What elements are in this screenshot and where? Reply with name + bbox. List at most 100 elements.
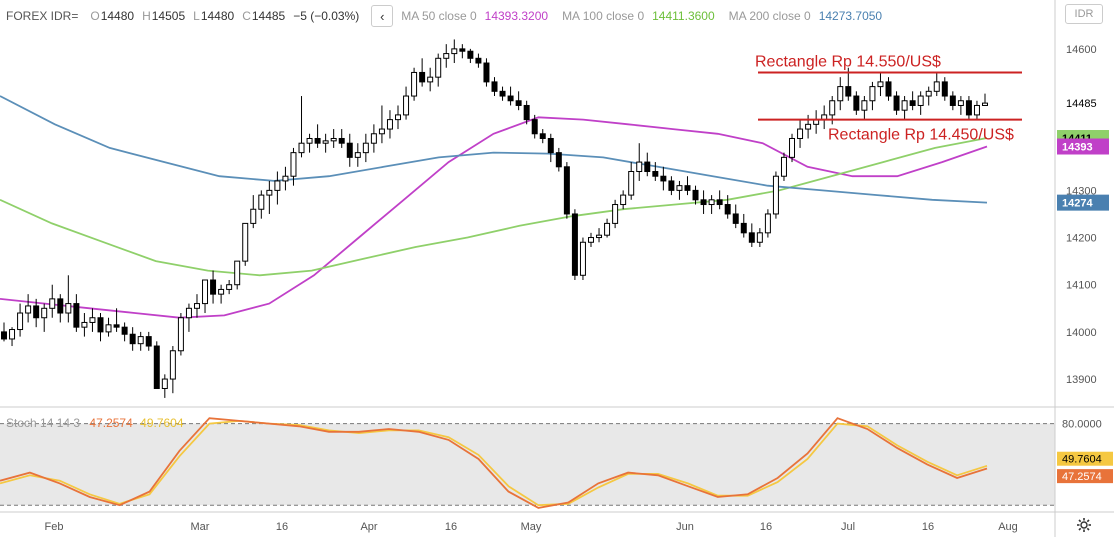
stochastic-panel: 80.0000 49.7604 47.2574 <box>0 417 1113 509</box>
candle-body <box>475 57 482 64</box>
candle-body <box>282 175 289 182</box>
time-tick-label: Jul <box>841 521 855 533</box>
currency-button[interactable]: IDR <box>1065 4 1103 24</box>
candle-body <box>185 307 192 319</box>
candle-body <box>443 53 450 59</box>
candle-body <box>314 137 321 144</box>
rectangle-annotations: Rectangle Rp 14.550/US$ Rectangle Rp 14.4… <box>755 53 1022 144</box>
stoch-tick-label: 80.0000 <box>1062 419 1102 431</box>
time-tick-label: 16 <box>276 521 288 533</box>
candle-body <box>780 156 787 177</box>
candle-body <box>451 48 458 55</box>
candle-body <box>362 142 369 154</box>
candle-body <box>403 95 410 116</box>
candle-body <box>41 307 48 319</box>
gear-icon[interactable] <box>1076 517 1092 533</box>
candle-body <box>459 48 466 52</box>
moving-averages <box>0 95 988 319</box>
price-label-bg <box>1057 194 1109 211</box>
candle-body <box>250 208 257 224</box>
stoch-header: Stoch 14 14 3 47.2574 49.7604 <box>6 416 184 430</box>
open-value: 14480 <box>100 9 135 23</box>
candle-body <box>789 137 796 158</box>
candle-body <box>322 140 329 144</box>
time-tick-label: Feb <box>45 521 64 533</box>
candle-body <box>1 331 7 340</box>
candle-body <box>861 100 868 111</box>
candle-body <box>805 123 812 130</box>
time-tick-label: Aug <box>998 521 1018 533</box>
candle-body <box>636 161 643 173</box>
candle-body <box>772 175 779 215</box>
candle-body <box>885 81 892 97</box>
ma-line <box>0 116 988 319</box>
time-tick-label: Apr <box>360 521 377 533</box>
high-value: 14505 <box>151 9 186 23</box>
candle-body <box>49 298 56 309</box>
candle-body <box>628 171 635 196</box>
rectangle-label: Rectangle Rp 14.450/US$ <box>828 127 1014 144</box>
ma100-label: MA 100 close 0 <box>562 9 645 23</box>
candle-body <box>242 222 249 262</box>
ma-line <box>0 95 988 204</box>
close-value: 14485 <box>251 9 286 23</box>
candle-body <box>298 142 305 154</box>
ma50-value: 14393.3200 <box>484 9 549 23</box>
candle-body <box>97 317 104 333</box>
candle-body <box>740 222 747 234</box>
candle-body <box>724 204 731 215</box>
candle-body <box>73 303 80 328</box>
stoch-d-value: 49.7604 <box>140 416 184 430</box>
candle-body <box>539 133 546 139</box>
candle-body <box>386 119 393 130</box>
candle-body <box>274 180 281 191</box>
candle-body <box>901 100 908 111</box>
candle-body <box>748 232 755 243</box>
price-tick-label: 14200 <box>1066 233 1097 245</box>
candle-body <box>193 303 200 309</box>
candle-body <box>515 100 522 106</box>
candle-body <box>81 321 88 328</box>
stoch-k-label-bg <box>1057 469 1113 484</box>
candle-body <box>145 336 152 347</box>
candle-body <box>965 100 972 116</box>
candle-body <box>17 312 24 331</box>
candle-body <box>700 199 707 206</box>
low-value: 14480 <box>200 9 235 23</box>
collapse-legend-button[interactable]: ‹ <box>371 5 394 27</box>
candle-body <box>877 81 884 88</box>
candle-body <box>909 100 916 106</box>
time-tick-label: Jun <box>676 521 694 533</box>
candle-body <box>893 95 900 111</box>
candlesticks <box>1 39 988 398</box>
candle-body <box>370 133 377 144</box>
time-tick-label: Mar <box>191 521 210 533</box>
candle-body <box>354 152 361 158</box>
candle-body <box>499 90 506 97</box>
candle-body <box>531 119 538 135</box>
candle-body <box>652 171 659 177</box>
candle-body <box>65 303 72 314</box>
price-tick-label: 14100 <box>1066 280 1097 292</box>
candle-body <box>338 137 345 144</box>
candle-body <box>419 71 426 83</box>
ma100-value: 14411.3600 <box>652 9 715 23</box>
change-value: −5 (−0.03%) <box>293 9 360 23</box>
candle-body <box>684 185 691 191</box>
candle-body <box>941 81 948 97</box>
candle-body <box>427 76 434 83</box>
stoch-line <box>0 417 988 509</box>
candle-body <box>202 279 209 305</box>
candle-body <box>378 128 385 135</box>
candle-body <box>708 199 715 206</box>
candle-body <box>395 114 402 121</box>
candle-body <box>218 288 225 295</box>
candle-body <box>732 213 739 224</box>
candle-body <box>266 189 273 196</box>
candle-body <box>290 152 297 177</box>
candle-body <box>644 161 651 173</box>
candle-body <box>507 95 514 102</box>
symbol-label: FOREX IDR= <box>6 9 79 23</box>
